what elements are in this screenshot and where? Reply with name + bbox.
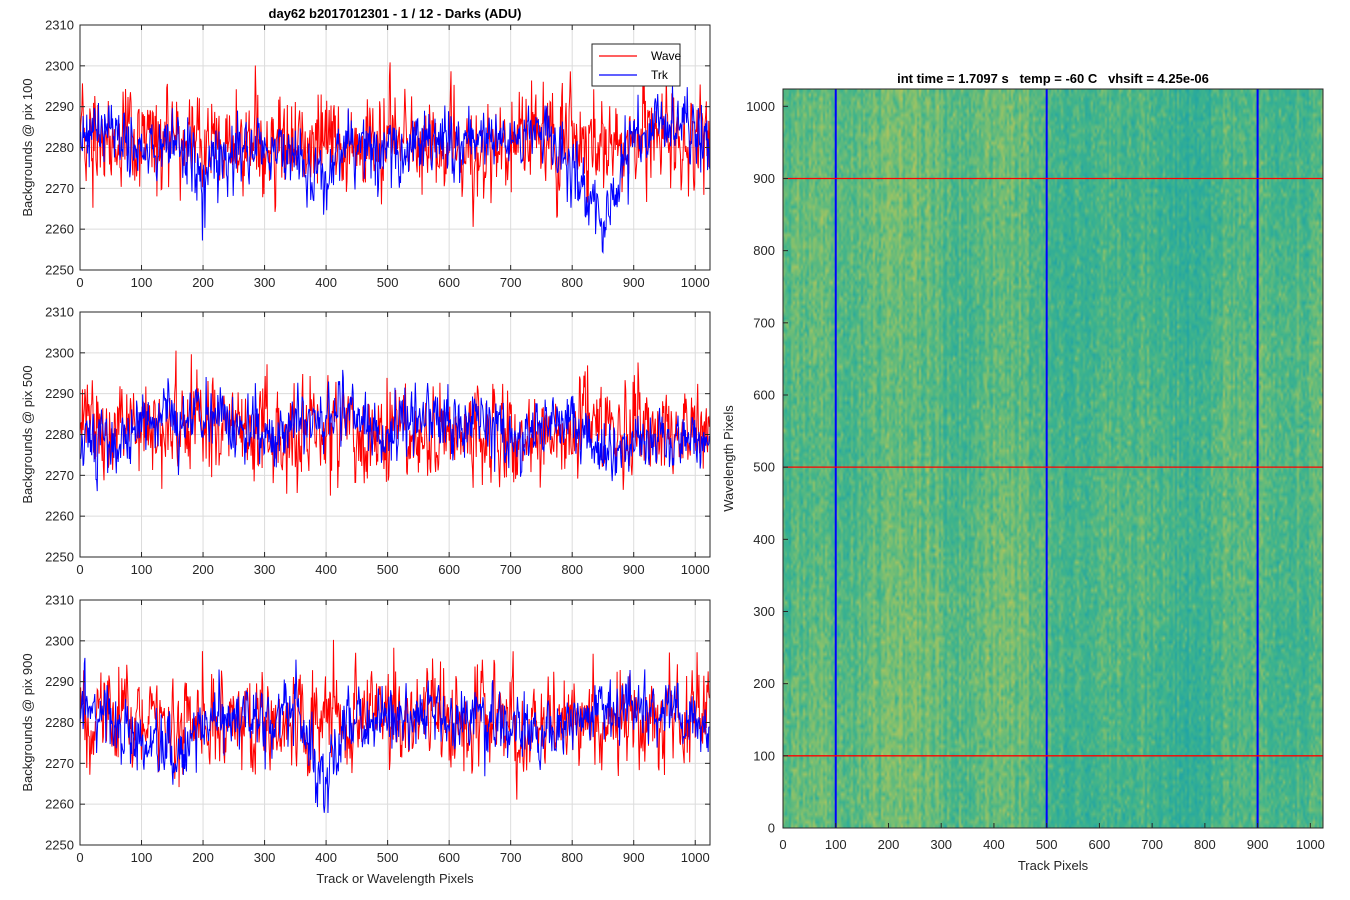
x-tick-label: 100 — [131, 562, 153, 577]
x-tick-label: 300 — [930, 837, 952, 852]
x-tick-label: 700 — [500, 850, 522, 865]
x-tick-label: 800 — [561, 562, 583, 577]
x-tick-label: 100 — [131, 850, 153, 865]
x-tick-label: 600 — [438, 562, 460, 577]
y-tick-label: 0 — [768, 821, 775, 836]
x-tick-label: 400 — [315, 275, 337, 290]
x-tick-label: 100 — [131, 275, 153, 290]
heatmap-title: int time = 1.7097 s temp = -60 C vhsift … — [897, 71, 1209, 86]
y-tick-label: 2270 — [45, 468, 74, 483]
x-tick-label: 900 — [623, 562, 645, 577]
series-trk — [80, 369, 710, 492]
y-axis-label: Wavelength Pixels — [721, 405, 736, 512]
line-panel-1: 0 100 200 300 400 500 600 700 800 900 1000 2250 2260… — [20, 6, 711, 290]
x-tick-label: 600 — [438, 275, 460, 290]
y-axis-label: Backgrounds @ pix 500 — [20, 365, 35, 503]
legend-box — [591, 43, 681, 87]
y-tick-label: 2310 — [45, 18, 74, 33]
x-tick-label: 800 — [1194, 837, 1216, 852]
y-axis-label: Backgrounds @ pix 100 — [20, 78, 35, 216]
y-tick-label: 400 — [753, 532, 775, 547]
y-tick-label: 2300 — [45, 345, 74, 360]
y-tick-label: 700 — [753, 315, 775, 330]
y-tick-label: 100 — [753, 748, 775, 763]
x-tick-label: 200 — [192, 562, 214, 577]
y-tick-label: 2250 — [45, 838, 74, 853]
x-tick-label: 100 — [825, 837, 847, 852]
x-tick-label: 900 — [623, 275, 645, 290]
y-tick-label: 2250 — [45, 263, 74, 278]
x-tick-label: 700 — [500, 562, 522, 577]
heatmap-axes-box — [782, 88, 1324, 829]
x-tick-label: 0 — [779, 837, 786, 852]
y-tick-label: 200 — [753, 676, 775, 691]
y-tick-label: 2290 — [45, 674, 74, 689]
x-tick-label: 200 — [192, 275, 214, 290]
x-tick-label: 300 — [254, 850, 276, 865]
x-tick-label: 0 — [76, 275, 83, 290]
x-tick-label: 700 — [500, 275, 522, 290]
y-tick-label: 2280 — [45, 140, 74, 155]
y-tick-label: 2290 — [45, 386, 74, 401]
y-tick-label: 2260 — [45, 509, 74, 524]
y-tick-label: 800 — [753, 243, 775, 258]
legend-label-trk: Trk — [651, 68, 669, 82]
x-tick-label: 300 — [254, 562, 276, 577]
x-tick-label: 500 — [377, 850, 399, 865]
x-tick-label: 700 — [1141, 837, 1163, 852]
y-tick-label: 2250 — [45, 550, 74, 565]
chart-title: day62 b2017012301 - 1 / 12 - Darks (ADU) — [269, 6, 522, 21]
legend: Wave Trk — [591, 43, 682, 87]
x-tick-label: 400 — [315, 562, 337, 577]
x-tick-label: 300 — [254, 275, 276, 290]
y-tick-label: 500 — [753, 460, 775, 475]
x-tick-label: 500 — [377, 275, 399, 290]
x-tick-label: 800 — [561, 275, 583, 290]
x-tick-label: 200 — [192, 850, 214, 865]
series-trk — [80, 657, 710, 814]
x-tick-label: 400 — [315, 850, 337, 865]
series-trk — [80, 83, 710, 255]
x-tick-label: 1000 — [681, 275, 710, 290]
y-tick-label: 600 — [753, 387, 775, 402]
y-tick-label: 2280 — [45, 715, 74, 730]
line-panel-2: 0 100 200 300 400 500 600 700 800 900 1000 2250 2260… — [20, 305, 711, 577]
legend-label-wave: Wave — [651, 49, 682, 63]
y-axis-label: Backgrounds @ pix 900 — [20, 653, 35, 791]
heatmap-panel: 0 100 200 300 400 500 600 700 800 900 1000 0 100 200 3… — [721, 71, 1325, 873]
y-tick-label: 2290 — [45, 99, 74, 114]
y-tick-label: 2300 — [45, 58, 74, 73]
y-tick-label: 2260 — [45, 222, 74, 237]
x-tick-label: 900 — [1247, 837, 1269, 852]
x-tick-label: 900 — [623, 850, 645, 865]
x-tick-label: 0 — [76, 850, 83, 865]
y-tick-label: 2310 — [45, 593, 74, 608]
y-tick-label: 300 — [753, 604, 775, 619]
x-tick-label: 800 — [561, 850, 583, 865]
x-tick-label: 0 — [76, 562, 83, 577]
x-tick-label: 600 — [1089, 837, 1111, 852]
y-tick-label: 1000 — [746, 99, 775, 114]
y-tick-label: 2270 — [45, 181, 74, 196]
x-tick-label: 1000 — [1296, 837, 1325, 852]
x-tick-label: 1000 — [681, 562, 710, 577]
y-tick-label: 900 — [753, 171, 775, 186]
y-tick-label: 2260 — [45, 797, 74, 812]
line-panel-3: 0 100 200 300 400 500 600 700 800 900 1000 2250 2260… — [20, 593, 711, 886]
x-tick-label: 400 — [983, 837, 1005, 852]
y-tick-label: 2310 — [45, 305, 74, 320]
x-axis-label: Track or Wavelength Pixels — [316, 871, 474, 886]
y-tick-label: 2300 — [45, 633, 74, 648]
heatmap-raster — [783, 89, 1323, 828]
x-tick-label: 600 — [438, 850, 460, 865]
x-axis-label: Track Pixels — [1018, 858, 1089, 873]
y-tick-label: 2280 — [45, 427, 74, 442]
x-tick-label: 200 — [878, 837, 900, 852]
x-tick-label: 500 — [377, 562, 399, 577]
x-tick-label: 1000 — [681, 850, 710, 865]
y-tick-label: 2270 — [45, 756, 74, 771]
x-tick-label: 500 — [1036, 837, 1058, 852]
